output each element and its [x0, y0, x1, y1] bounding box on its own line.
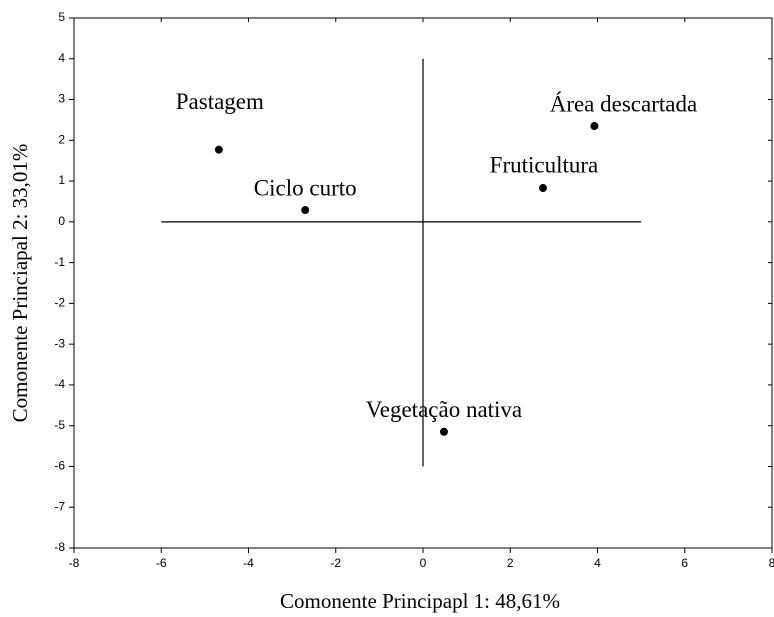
x-tick-label: 0: [420, 556, 427, 570]
y-tick-label: -1: [54, 255, 65, 269]
point: [538, 184, 547, 193]
x-tick-label: -4: [243, 556, 254, 570]
point-label: Pastagem: [176, 89, 264, 114]
y-tick-label: -4: [54, 377, 65, 391]
y-tick-label: -6: [54, 459, 65, 473]
y-tick-label: 5: [58, 10, 65, 24]
x-tick-label: -2: [330, 556, 341, 570]
x-tick-label: 2: [507, 556, 514, 570]
x-tick-label: -8: [69, 556, 80, 570]
y-tick-label: -2: [54, 296, 65, 310]
point: [590, 122, 599, 131]
point-label: Fruticultura: [490, 152, 599, 177]
point: [214, 145, 223, 154]
x-tick-label: 6: [681, 556, 688, 570]
y-tick-label: 1: [58, 173, 65, 187]
y-tick-label: -8: [54, 540, 65, 554]
point: [301, 206, 310, 215]
x-tick-label: -6: [156, 556, 167, 570]
point: [439, 427, 448, 436]
y-tick-label: 2: [58, 132, 65, 146]
y-axis-title: Comonente Princiapal 2: 33,01%: [8, 144, 32, 423]
x-tick-label: 8: [769, 556, 774, 570]
y-tick-label: 0: [58, 214, 65, 228]
x-axis-title: Comonente Principapl 1: 48,61%: [280, 589, 560, 613]
y-tick-label: 3: [58, 92, 65, 106]
y-tick-label: -3: [54, 336, 65, 350]
point-label: Vegetação nativa: [366, 397, 522, 422]
y-tick-label: -5: [54, 418, 65, 432]
y-tick-label: -7: [54, 499, 65, 513]
y-tick-label: 4: [58, 51, 65, 65]
x-tick-label: 4: [594, 556, 601, 570]
point-label: Ciclo curto: [254, 175, 357, 200]
point-label: Área descartada: [550, 91, 697, 116]
